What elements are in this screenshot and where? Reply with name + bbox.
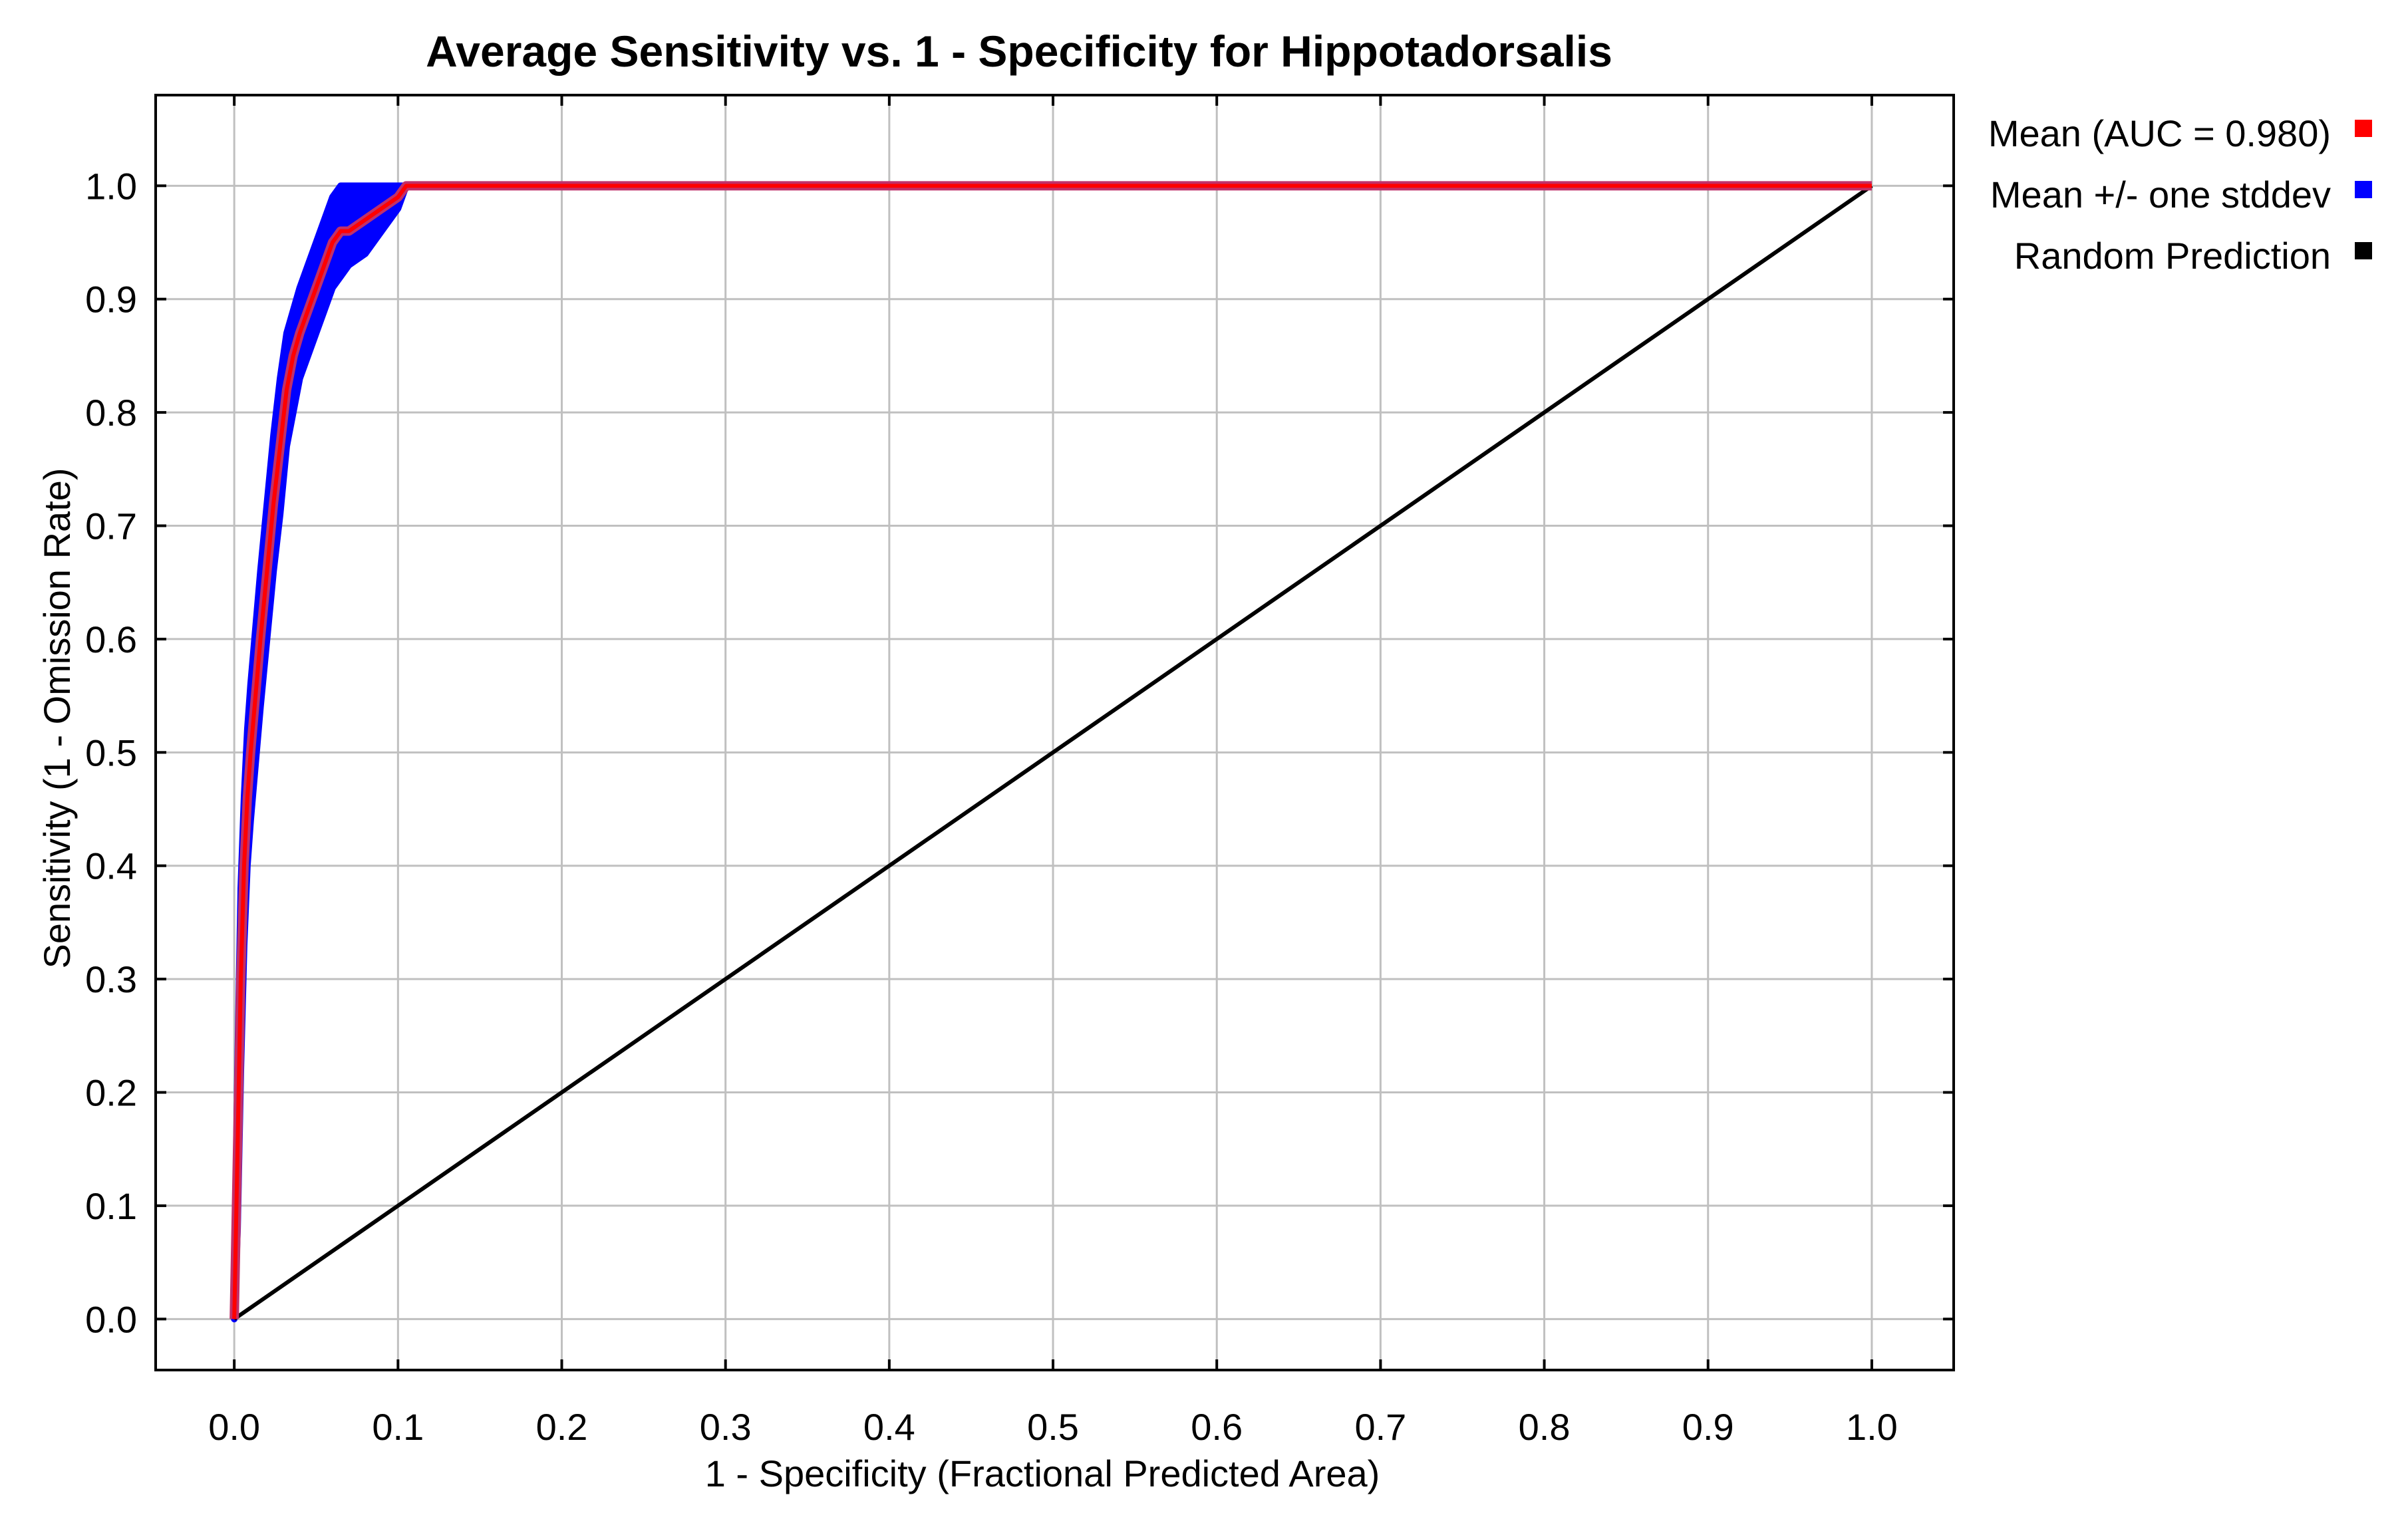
y-axis-title: Sensitivity (1 - Omission Rate): [36, 468, 78, 968]
x-axis-title: 1 - Specificity (Fractional Predicted Ar…: [705, 1453, 1380, 1494]
x-tick-label: 0.3: [700, 1406, 752, 1448]
legend-mean-swatch: [2355, 120, 2372, 137]
y-tick-label: 0.1: [85, 1185, 137, 1227]
x-tick-label: 1.0: [1846, 1406, 1898, 1448]
y-tick-label: 0.6: [85, 619, 137, 660]
x-tick-label: 0.2: [536, 1406, 588, 1448]
legend-stddev-label: Mean +/- one stddev: [1990, 174, 2331, 215]
x-tick-label: 0.9: [1682, 1406, 1734, 1448]
y-tick-label: 0.2: [85, 1072, 137, 1114]
y-tick-label: 0.7: [85, 505, 137, 547]
y-tick-label: 0.3: [85, 958, 137, 1000]
legend-stddev-swatch: [2355, 181, 2372, 198]
y-tick-label: 0.9: [85, 279, 137, 321]
x-tick-label: 0.0: [208, 1406, 260, 1448]
chart-title: Average Sensitivity vs. 1 - Specificity …: [426, 27, 1612, 76]
y-tick-label: 0.4: [85, 845, 137, 887]
legend-mean-label: Mean (AUC = 0.980): [1988, 112, 2331, 154]
legend: Mean (AUC = 0.980) Mean +/- one stddev Ran…: [1988, 112, 2372, 277]
y-tick-label: 1.0: [85, 165, 137, 207]
x-tick-label: 0.1: [372, 1406, 424, 1448]
y-tick-label: 0.0: [85, 1298, 137, 1340]
plot-frame: [154, 94, 1955, 1371]
legend-random-label: Random Prediction: [2014, 235, 2331, 277]
y-tick-label: 0.8: [85, 392, 137, 434]
plot-series: [229, 181, 1873, 1323]
x-tick-label: 0.8: [1519, 1406, 1571, 1448]
x-tick-label: 0.7: [1354, 1406, 1406, 1448]
x-tick-label: 0.4: [863, 1406, 915, 1448]
y-tick-label: 0.5: [85, 732, 137, 773]
legend-random-swatch: [2355, 242, 2372, 259]
axis-ticks: 0.0 0.1 0.2 0.3 0.4 0.5 0.6 0.7 0.8 0.9 1.0 0.0 0.1 0…: [85, 95, 1954, 1448]
series-random-line: [233, 184, 1873, 1321]
series-mean-line: [232, 184, 1872, 1319]
x-tick-label: 0.5: [1027, 1406, 1079, 1448]
x-tick-label: 0.6: [1191, 1406, 1243, 1448]
